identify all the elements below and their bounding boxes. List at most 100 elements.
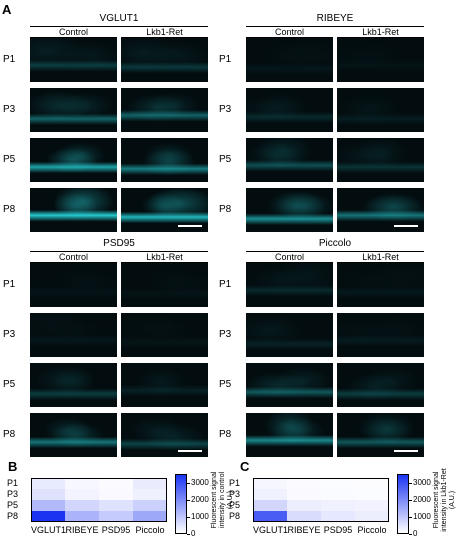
heatmap-b-row-label: P5: [7, 500, 19, 510]
heatmap-b-cell-p3-psd95: [99, 489, 133, 500]
colorbar-c-tick-label: 2000: [413, 494, 431, 504]
heatmap-c-row-label: P1: [229, 478, 241, 488]
row-label-psd95-p8: P8: [3, 429, 16, 440]
heatmap-b-cell-p5-piccolo: [133, 500, 167, 511]
group-rule-psd95: [30, 251, 208, 252]
micrograph-piccolo-mutant-p1: [337, 263, 424, 307]
scale-bar: [394, 450, 418, 452]
micrograph-piccolo-control-p8: [246, 413, 333, 457]
micrograph-psd95-control-p3: [30, 313, 117, 357]
row-label-vglut1-p5: P5: [3, 154, 16, 165]
heatmap-b-column-label: VGLUT1: [31, 525, 67, 535]
micrograph-vglut1-mutant-p5: [121, 138, 208, 182]
heatmap-b-cell-p5-psd95: [99, 500, 133, 511]
micrograph-ribeye-mutant-p5: [337, 138, 424, 182]
heatmap-c-cell-p3-ribeye: [287, 489, 321, 500]
scale-bar: [178, 225, 202, 227]
heatmap-c-column-label: VGLUT1: [253, 525, 289, 535]
group-title-ribeye: RIBEYE: [316, 13, 354, 24]
heatmap-c-row-label: P3: [229, 489, 241, 499]
colorbar-c: [397, 474, 409, 534]
heatmap-b-cell-p8-piccolo: [133, 511, 167, 522]
heatmap-b-cell-p3-ribeye: [65, 489, 99, 500]
micrograph-vglut1-mutant-p1: [121, 38, 208, 82]
micrograph-psd95-control-p1: [30, 263, 117, 307]
column-rule-ribeye-1: [337, 37, 424, 38]
colorbar-c-tick-label: 1000: [413, 511, 431, 521]
row-label-ribeye-p3: P3: [219, 104, 232, 115]
column-label-ribeye-control: Control: [274, 27, 304, 37]
micrograph-vglut1-control-p1: [30, 38, 117, 82]
micrograph-psd95-mutant-p3: [121, 313, 208, 357]
heatmap-c-column-label: RIBEYE: [287, 525, 321, 535]
heatmap-c-cell-p5-vglut1: [253, 500, 287, 511]
heatmap-c-cell-p3-psd95: [321, 489, 355, 500]
column-rule-psd95-1: [121, 262, 208, 263]
colorbar-b-tick: [187, 516, 190, 518]
heatmap-b-cell-p5-ribeye: [65, 500, 99, 511]
heatmap-c-column-label: PSD95: [323, 525, 353, 535]
micrograph-ribeye-mutant-p8: [337, 188, 424, 232]
heatmap-b-column-label: Piccolo: [135, 525, 165, 535]
heatmap-c-row-label: P8: [229, 511, 241, 521]
heatmap-b-cell-p3-vglut1: [31, 489, 65, 500]
heatmap-b-column-label: RIBEYE: [65, 525, 99, 535]
heatmap-b-frame: [31, 478, 167, 522]
heatmap-c-cell-p5-ribeye: [287, 500, 321, 511]
colorbar-b-tick-label: 1000: [191, 511, 209, 521]
heatmap-c-cell-p8-vglut1: [253, 511, 287, 522]
column-label-vglut1-mutant: Lkb1-Ret: [146, 27, 183, 37]
column-rule-vglut1-0: [30, 37, 117, 38]
group-title-psd95: PSD95: [103, 238, 135, 249]
column-rule-piccolo-0: [246, 262, 333, 263]
scale-bar: [178, 450, 202, 452]
heatmap-b-cell-p1-piccolo: [133, 478, 167, 489]
heatmap-b-column-label: PSD95: [101, 525, 131, 535]
heatmap-b-row-label: P8: [7, 511, 19, 521]
colorbar-c-tick: [409, 499, 412, 501]
heatmap-c-cell-p1-piccolo: [355, 478, 389, 489]
colorbar-b-tick: [187, 534, 190, 535]
colorbar-b: [175, 474, 187, 534]
column-label-piccolo-mutant: Lkb1-Ret: [362, 252, 399, 262]
micrograph-vglut1-control-p3: [30, 88, 117, 132]
row-label-ribeye-p8: P8: [219, 204, 232, 215]
micrograph-ribeye-control-p8: [246, 188, 333, 232]
group-rule-ribeye: [246, 26, 424, 27]
colorbar-b-tick-label: 0: [191, 529, 196, 538]
heatmap-c-cell-p8-psd95: [321, 511, 355, 522]
heatmap-c-cell-p5-psd95: [321, 500, 355, 511]
row-label-ribeye-p5: P5: [219, 154, 232, 165]
colorbar-c-tick: [409, 482, 412, 484]
column-rule-psd95-0: [30, 262, 117, 263]
colorbar-c-tick-label: 0: [413, 529, 418, 538]
panel-letter-a: A: [2, 2, 12, 17]
heatmap-c-cell-p1-ribeye: [287, 478, 321, 489]
micrograph-vglut1-control-p5: [30, 138, 117, 182]
micrograph-piccolo-mutant-p5: [337, 363, 424, 407]
colorbar-c-tick: [409, 516, 412, 518]
column-label-psd95-mutant: Lkb1-Ret: [146, 252, 183, 262]
micrograph-psd95-mutant-p8: [121, 413, 208, 457]
micrograph-piccolo-mutant-p3: [337, 313, 424, 357]
colorbar-c-tick: [409, 534, 412, 535]
heatmap-b-row-label: P1: [7, 478, 19, 488]
micrograph-psd95-mutant-p5: [121, 363, 208, 407]
column-rule-ribeye-0: [246, 37, 333, 38]
heatmap-c-cell-p3-piccolo: [355, 489, 389, 500]
group-rule-vglut1: [30, 26, 208, 27]
group-title-piccolo: Piccolo: [318, 238, 352, 249]
micrograph-piccolo-control-p5: [246, 363, 333, 407]
heatmap-b-cell-p3-piccolo: [133, 489, 167, 500]
colorbar-b-tick: [187, 499, 190, 501]
heatmap-c-column-label: Piccolo: [357, 525, 387, 535]
row-label-psd95-p5: P5: [3, 379, 16, 390]
heatmap-c-cell-p8-ribeye: [287, 511, 321, 522]
heatmap-c-row-label: P5: [229, 500, 241, 510]
colorbar-b-tick-label: 2000: [191, 494, 209, 504]
heatmap-b-cell-p5-vglut1: [31, 500, 65, 511]
scale-bar: [394, 225, 418, 227]
column-rule-piccolo-1: [337, 262, 424, 263]
row-label-psd95-p3: P3: [3, 329, 16, 340]
column-rule-vglut1-1: [121, 37, 208, 38]
